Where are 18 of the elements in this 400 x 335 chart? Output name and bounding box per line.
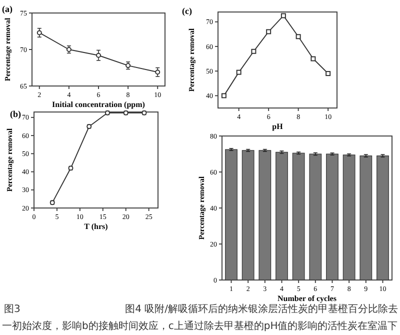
x-axis-title: T (hrs) — [84, 222, 108, 231]
caption: 图4 吸附/解吸循环后的纳米银涂层活性炭的甲基橙百分比除去 — [125, 303, 398, 315]
x-axis-title: Number of cycles — [278, 294, 336, 303]
x-axis-title: pH — [272, 122, 284, 131]
text: 一初始浓度，影响b的接触时间效应，c上通过除去甲基橙的pH值的影响的活性炭在室温下 — [2, 320, 398, 332]
point — [36, 30, 42, 36]
point — [96, 52, 101, 58]
point — [155, 70, 160, 75]
point — [326, 71, 331, 76]
point — [221, 93, 226, 98]
chart-title: (b) — [10, 109, 21, 119]
chart-title: (c) — [182, 6, 192, 16]
point — [66, 47, 72, 52]
chart-title: (a) — [2, 4, 12, 14]
point — [266, 29, 272, 34]
x-axis-title: Initial concentration (ppm) — [52, 100, 146, 109]
point — [280, 13, 286, 18]
caption: 图3 — [4, 304, 20, 315]
